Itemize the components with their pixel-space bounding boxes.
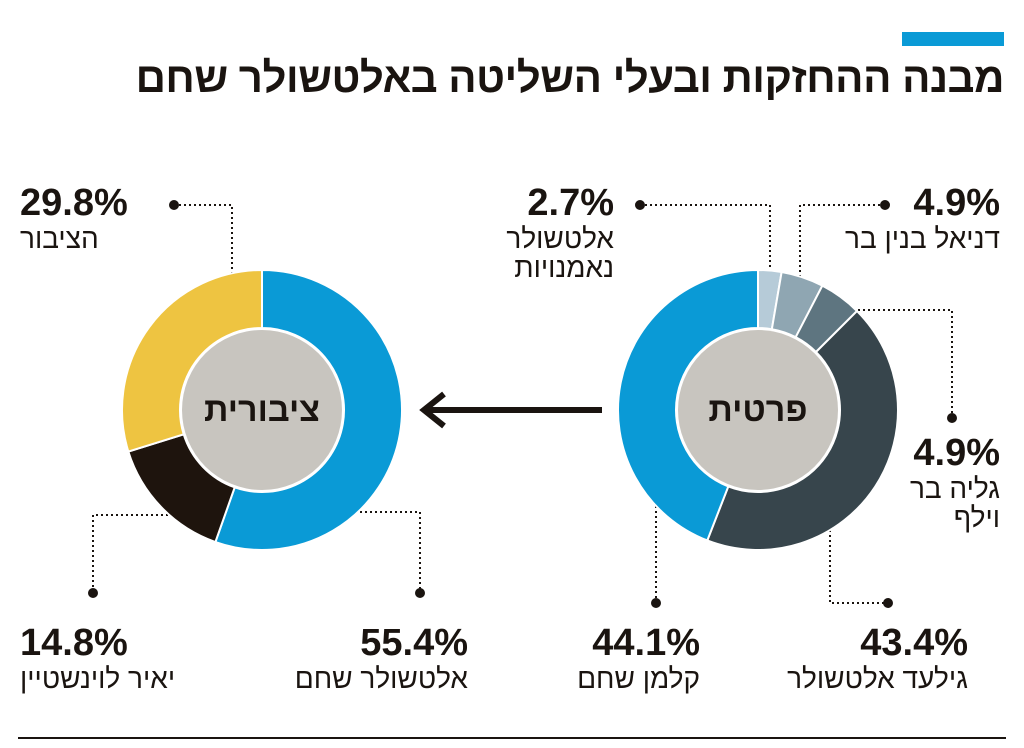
center-label-public: ציבורית <box>204 391 320 429</box>
leader-trust-dot <box>635 200 645 210</box>
slice-name: קלמן שחם <box>577 662 700 694</box>
leader-daniel-dot <box>880 200 890 210</box>
slice-label-daniel: 4.9% דניאל בנין בר <box>845 182 1000 254</box>
leader-gilad-dot <box>883 598 893 608</box>
donut-private <box>617 268 899 551</box>
public-slice-0 <box>214 268 403 551</box>
public-inner-circle <box>182 330 342 490</box>
center-label-private: פרטית <box>708 391 807 429</box>
slice-value: 43.4% <box>860 622 968 664</box>
leader-altshuler-shaham-dot <box>415 588 425 598</box>
private-slice-3 <box>705 309 899 551</box>
slice-name: יאיר לוינשטיין <box>20 662 176 694</box>
leader-public <box>174 204 233 292</box>
slice-label-trust: 2.7% אלטשולר נאמנויות <box>484 182 614 284</box>
leader-public-dot <box>169 200 179 210</box>
slice-label-public: 29.8% הציבור <box>20 182 128 254</box>
slice-name: אלטשולר שחם <box>294 662 468 694</box>
slice-name: הציבור <box>20 222 99 254</box>
leader-gilad <box>829 490 888 604</box>
slice-label-kalman: 44.1% קלמן שחם <box>577 622 700 694</box>
flow-arrow <box>419 391 602 429</box>
leader-daniel <box>799 204 885 276</box>
bottom-rule <box>18 737 1006 739</box>
slice-label-galia: 4.9% גליה בר וילף <box>890 432 1000 534</box>
leader-galia <box>848 309 953 418</box>
slice-name: גליה בר וילף <box>909 472 1000 534</box>
slice-label-yair: 14.8% יאיר לוינשטיין <box>20 622 176 694</box>
leader-kalman-dot <box>651 598 661 608</box>
slice-value: 44.1% <box>592 622 700 664</box>
leader-trust <box>640 204 771 268</box>
accent-bar <box>902 32 1004 46</box>
public-slice-2 <box>121 268 263 453</box>
slice-name: דניאל בנין בר <box>845 222 1000 254</box>
page-title: מבנה ההחזקות ובעלי השליטה באלטשולר שחם <box>135 54 1005 101</box>
private-inner-circle <box>678 330 838 490</box>
slice-value: 2.7% <box>527 182 614 224</box>
slice-label-gilad: 43.4% גילעד אלטשולר <box>787 622 968 694</box>
slice-value: 55.4% <box>360 622 468 664</box>
private-slice-4 <box>617 268 759 542</box>
slice-value: 4.9% <box>913 432 1000 474</box>
leader-yair <box>92 514 168 593</box>
slice-label-altshuler-shaham: 55.4% אלטשולר שחם <box>294 622 468 694</box>
donut-public <box>121 268 403 551</box>
slice-value: 4.9% <box>913 182 1000 224</box>
slice-name: גילעד אלטשולר <box>787 662 968 694</box>
slice-value: 29.8% <box>20 182 128 224</box>
slice-value: 14.8% <box>20 622 128 664</box>
leader-yair-dot <box>88 588 98 598</box>
leader-galia-dot <box>947 413 957 423</box>
slice-name: אלטשולר נאמנויות <box>506 222 614 284</box>
